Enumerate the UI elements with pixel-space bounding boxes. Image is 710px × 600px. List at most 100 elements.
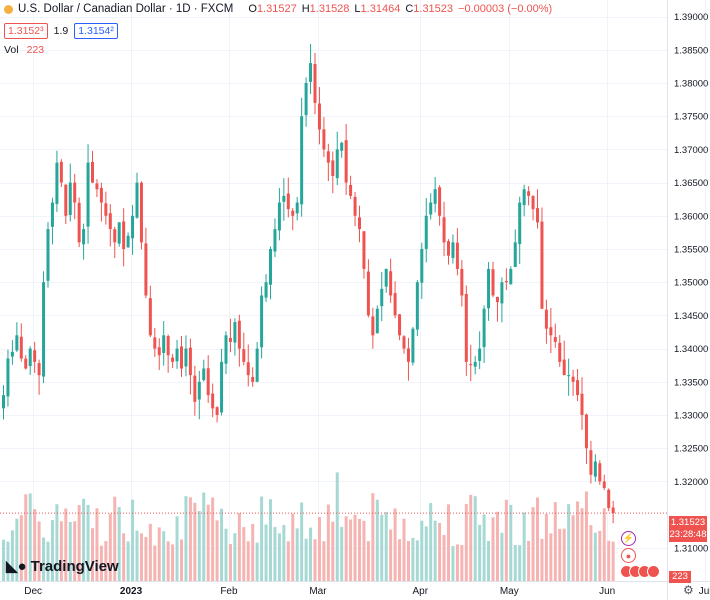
candle-body bbox=[24, 358, 28, 369]
volume-bar bbox=[220, 508, 224, 581]
candle-body bbox=[504, 281, 508, 283]
candle-body bbox=[518, 202, 522, 245]
gear-icon[interactable]: ⚙ bbox=[683, 583, 694, 597]
volume-bar bbox=[562, 528, 566, 581]
candle-body bbox=[580, 393, 584, 415]
volume-bar bbox=[246, 541, 250, 581]
tradingview-logo[interactable]: ◣● TradingView bbox=[6, 557, 119, 576]
volume-bar bbox=[233, 533, 237, 581]
candle-body bbox=[175, 348, 179, 362]
high-value: 1.31528 bbox=[309, 3, 350, 15]
candle-body bbox=[122, 221, 126, 249]
volume-bar bbox=[166, 541, 170, 581]
candle-body bbox=[353, 196, 357, 216]
time-tick-label: Apr bbox=[413, 586, 429, 597]
volume-label[interactable]: Vol bbox=[4, 44, 19, 56]
candle-body bbox=[371, 316, 375, 336]
price-tick-label: 1.39000 bbox=[674, 12, 708, 23]
volume-bar bbox=[438, 522, 442, 581]
open-label: O bbox=[248, 3, 257, 15]
volume-bar bbox=[571, 515, 575, 581]
volume-bar bbox=[424, 526, 428, 581]
change-value: −0.00003 (−0.00%) bbox=[458, 3, 553, 15]
candle-body bbox=[237, 320, 241, 349]
country-flag-icon[interactable] bbox=[647, 565, 660, 578]
candle-body bbox=[42, 282, 46, 377]
time-axis[interactable]: Dec 2023 Feb Mar Apr May Jun Jul bbox=[24, 586, 710, 597]
candle-body bbox=[322, 129, 326, 150]
volume-bar bbox=[188, 497, 192, 581]
volume-bar bbox=[255, 542, 259, 581]
candle-body bbox=[358, 217, 361, 230]
economic-events[interactable] bbox=[620, 565, 660, 578]
candle-body bbox=[197, 381, 201, 400]
volume-bar bbox=[251, 523, 255, 581]
volume-bar bbox=[73, 521, 77, 581]
candle-body bbox=[193, 375, 197, 402]
volume-bar bbox=[491, 517, 495, 581]
volume-bar bbox=[536, 497, 539, 581]
volume-bar bbox=[349, 519, 353, 581]
candle-body bbox=[233, 322, 237, 343]
volume-bar bbox=[380, 514, 384, 581]
candle-body bbox=[375, 308, 379, 334]
volume-bar bbox=[6, 541, 10, 581]
volume-bar bbox=[398, 539, 402, 581]
candle-body bbox=[108, 213, 112, 230]
sell-button[interactable]: 1.3152³ bbox=[4, 23, 48, 39]
dividend-icon[interactable]: ● bbox=[621, 548, 636, 563]
candle-body bbox=[607, 489, 611, 508]
candle-body bbox=[380, 288, 384, 307]
candle-body bbox=[335, 149, 339, 179]
volume-bar bbox=[46, 541, 50, 581]
symbol-title[interactable]: U.S. Dollar / Canadian Dollar · 1D · FXC… bbox=[18, 3, 234, 15]
candle-body bbox=[46, 229, 50, 281]
candle-body bbox=[68, 182, 72, 216]
volume-bar bbox=[135, 530, 139, 581]
volume-tag: 223 bbox=[669, 571, 691, 583]
candle-body bbox=[540, 221, 544, 309]
volume-bar bbox=[598, 530, 602, 581]
volume-bar bbox=[549, 533, 553, 581]
spread-value: 1.9 bbox=[53, 25, 69, 37]
price-tick-label: 1.34500 bbox=[674, 311, 708, 322]
candle-body bbox=[117, 222, 121, 244]
volume-bar bbox=[291, 513, 295, 581]
time-tick-label: May bbox=[500, 586, 519, 597]
volume-bar bbox=[504, 499, 508, 581]
volume-bar bbox=[108, 513, 112, 581]
open-value: 1.31527 bbox=[256, 3, 297, 15]
candle-body bbox=[171, 357, 175, 362]
volume-bars bbox=[2, 472, 615, 581]
last-price-value: 1.31523 bbox=[670, 517, 706, 528]
volume-bar bbox=[68, 521, 72, 581]
candle-body bbox=[264, 282, 268, 298]
lightning-icon[interactable]: ⚡ bbox=[621, 531, 636, 546]
price-tick-label: 1.37000 bbox=[674, 145, 708, 156]
candle-body bbox=[73, 182, 77, 203]
candle-body bbox=[531, 195, 535, 210]
candle-body bbox=[282, 195, 286, 202]
volume-bar bbox=[184, 496, 188, 581]
candle-body bbox=[553, 337, 557, 342]
chart-grid bbox=[0, 0, 706, 581]
candle-body bbox=[260, 295, 264, 348]
candle-body bbox=[37, 363, 41, 376]
volume-bar bbox=[95, 508, 99, 581]
candle-body bbox=[215, 407, 219, 415]
candle-body bbox=[433, 189, 437, 204]
volume-bar bbox=[313, 539, 317, 581]
price-axis[interactable]: 1.39000 1.38500 1.38000 1.37500 1.37000 1.365… bbox=[674, 12, 708, 554]
candle-body bbox=[211, 393, 215, 409]
buy-button[interactable]: 1.3154² bbox=[74, 23, 118, 39]
volume-bar bbox=[602, 508, 606, 581]
volume-bar bbox=[113, 496, 117, 581]
candle-body bbox=[455, 242, 459, 269]
volume-bar bbox=[91, 528, 94, 581]
volume-bar bbox=[464, 503, 468, 581]
candle-body bbox=[576, 380, 580, 396]
volume-bar bbox=[19, 515, 23, 581]
candle-body bbox=[269, 249, 272, 285]
volume-bar bbox=[10, 530, 14, 581]
